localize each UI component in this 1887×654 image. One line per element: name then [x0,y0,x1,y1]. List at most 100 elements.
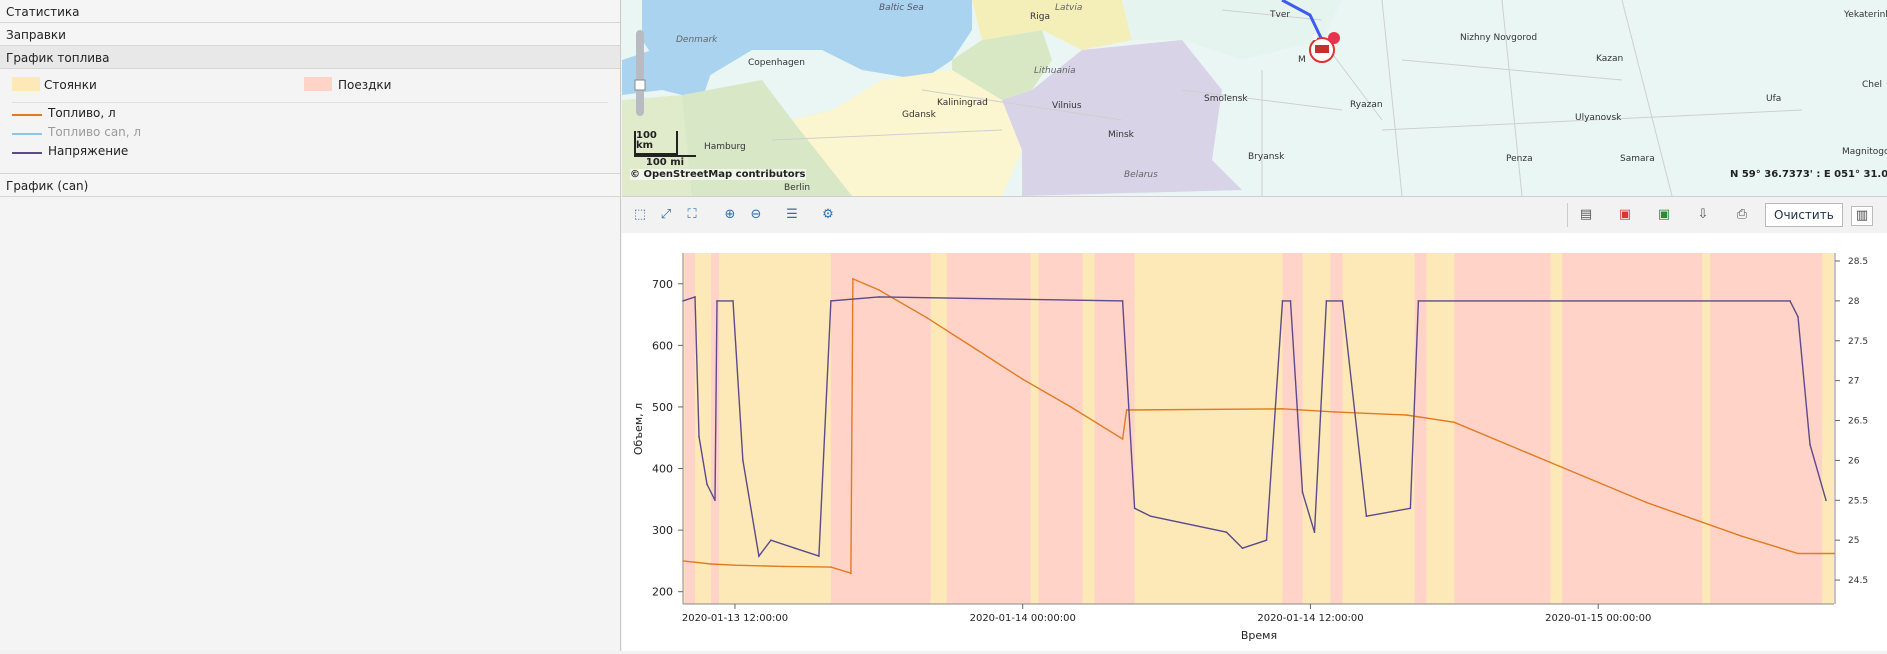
legend-trips-label[interactable]: Поездки [338,78,392,92]
map-coordinates: N 59° 36.7373' : E 051° 31.0 [1730,169,1887,180]
select-area-icon[interactable]: ⬚ [633,207,647,222]
map-toggle-icon[interactable]: ▥ [1851,206,1873,226]
map-label: Riga [1030,12,1050,22]
trip-band [710,253,719,604]
trip-band [684,253,695,604]
map-label: M [1298,55,1306,65]
fuel-point [1833,552,1835,555]
voltage-point [1365,515,1368,517]
zoom-in-icon[interactable]: ⊕ [724,207,736,222]
section-fuel-chart[interactable]: График топлива [0,46,620,69]
export-icon[interactable]: ⇩ [1697,207,1709,222]
map-label: Chel [1862,80,1883,90]
fuel-point [1741,535,1743,538]
map-label: Magnitogorsk [1842,147,1887,157]
map-attribution[interactable]: © OpenStreetMap contributors [630,169,806,180]
y2-tick-label: 27 [1848,377,1859,387]
fuel-chart[interactable]: 200 300 400 500 600 700 24.5 25 25.5 26 26.5 27 27.5… [622,233,1887,651]
legend-stops-label[interactable]: Стоянки [44,78,97,92]
fit-icon[interactable]: ⛶ [687,207,697,222]
map-label: Yekaterinb [1844,10,1887,20]
zoom-x-icon[interactable]: ⤢ [660,207,672,222]
x-tick-label: 2020-01-13 12:00:00 [682,613,788,624]
y-axis-label: Объем, л [632,403,645,455]
voltage-point [830,300,832,302]
map-label: Kazan [1596,54,1624,64]
voltage-point [714,499,716,502]
voltage-point [1225,531,1228,533]
left-panel: Статистика Заправки График топлива Стоян… [0,0,621,651]
list-icon[interactable]: ☰ [786,207,798,222]
legend-fuel-can-label[interactable]: Топливо can, л [48,125,142,139]
voltage-point [698,435,700,438]
fuel-point [1405,414,1408,416]
fuel-point [1333,411,1336,413]
map-label: Tver [1270,10,1291,20]
map-label: Vilnius [1052,101,1082,111]
zoom-out-icon[interactable]: ⊖ [750,207,762,222]
map-canvas [622,0,1887,196]
voltage-point [794,547,796,549]
map-label: Denmark [676,35,718,45]
trip-band [1330,253,1343,604]
voltage-point [682,300,684,302]
legend-voltage-label[interactable]: Напряжение [48,144,129,158]
map-view[interactable]: 5 Baltic Sea Riga Latvia Tver Denmark Co… [622,0,1887,196]
section-refuels[interactable]: Заправки [0,23,620,46]
scale-km-text: 100 km [636,130,657,151]
voltage-point [1825,499,1827,502]
fuel-point [1121,438,1124,440]
y-tick-label: 200 [652,586,673,599]
fuel-point [782,565,784,568]
voltage-point [770,539,772,541]
fuel-point [682,560,684,562]
marker-badge[interactable]: 5 [1312,33,1318,42]
voltage-point [1133,507,1136,510]
voltage-point [1313,531,1316,533]
section-statistics[interactable]: Статистика [0,0,620,23]
map-label: Ufa [1766,94,1782,104]
fuel-line-swatch [12,114,42,116]
map-label: Smolensk [1204,94,1248,104]
x-tick-label: 2020-01-14 12:00:00 [1257,613,1363,624]
fuel-point [1645,501,1647,504]
fuel-point [850,572,852,574]
scale-bar-km: 100 km [634,131,678,155]
pdf-icon[interactable]: ▣ [1618,207,1632,222]
voltage-point [732,300,734,302]
map-label: Berlin [784,183,811,193]
y-tick-label: 400 [652,463,673,476]
voltage-point [1149,515,1152,517]
settings-icon[interactable]: ⚙ [822,207,834,222]
voltage-point [1281,300,1284,302]
clear-button[interactable]: Очистить [1765,203,1843,227]
trip-band [1562,253,1703,604]
fuel-point [852,278,854,280]
section-can-chart[interactable]: График (can) [0,174,620,197]
voltage-point [706,483,708,486]
voltage-point [1809,443,1811,446]
trip-band [1094,253,1135,604]
fuel-point [1021,378,1024,380]
y2-tick-label: 25 [1848,536,1859,546]
fuel-point [1797,552,1799,555]
fuel-point [1453,421,1456,424]
excel-icon[interactable]: ▣ [1657,207,1671,222]
y-tick-label: 500 [652,401,673,414]
fuel-point [710,563,712,565]
fuel-point [1125,409,1128,411]
legend-fuel-label[interactable]: Топливо, л [48,106,116,120]
voltage-point [758,555,760,557]
voltage-point [1301,491,1304,494]
voltage-point [878,296,880,298]
y2-tick-label: 28.5 [1848,257,1868,267]
voltage-point [694,296,696,298]
chart-toolbar: ⬚ ⤢ ⛶ ⊕ ⊖ ☰ ⚙ ▤ ▣ ▣ ⇩ ⎙ Очистить ▥ [622,196,1887,234]
voltage-point [742,459,744,462]
voltage-point [716,300,718,302]
trip-band [946,253,1031,604]
print-icon[interactable]: ⎙ [1736,207,1748,222]
trip-band [830,253,931,604]
table-icon[interactable]: ▤ [1579,207,1593,222]
y2-tick-label: 26.5 [1848,417,1868,427]
